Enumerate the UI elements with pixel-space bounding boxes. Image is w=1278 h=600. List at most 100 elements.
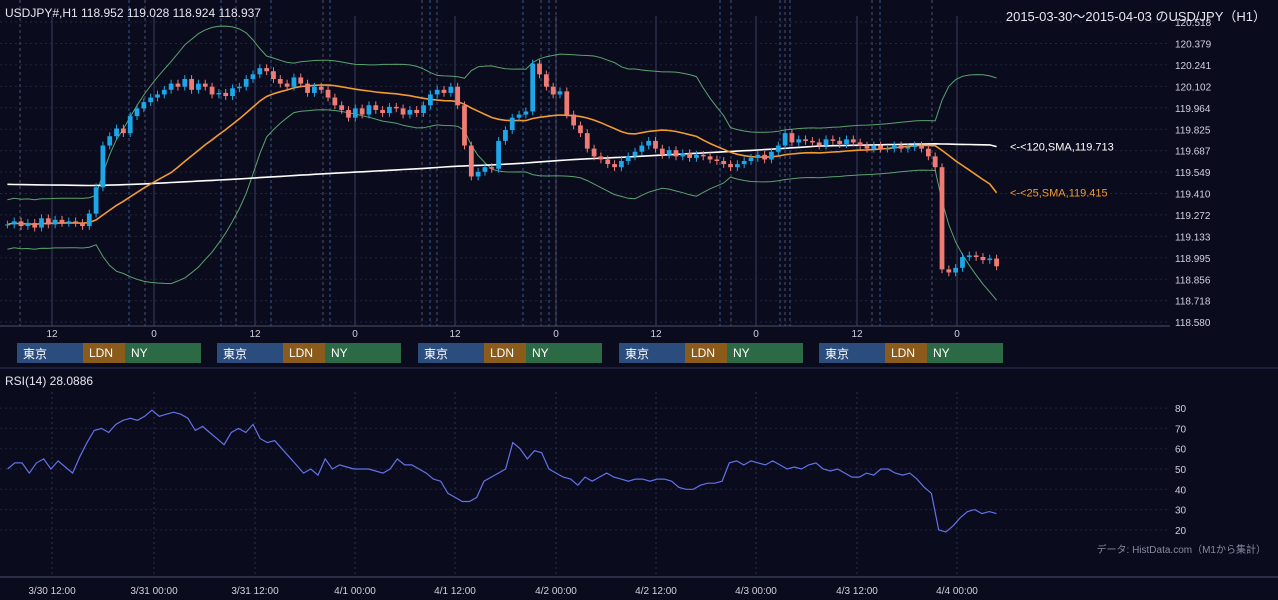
- session-tokyo: 東京: [619, 343, 685, 363]
- candle-body: [189, 78, 194, 90]
- candle-body: [687, 153, 692, 158]
- candle-body: [734, 164, 740, 168]
- candle-body: [352, 108, 358, 118]
- candle-body: [271, 71, 276, 79]
- candle-body: [387, 106, 392, 114]
- hour-axis: 12 0 12 0 12 0 12 0 12 0: [46, 329, 960, 340]
- hour-tick-label: 0: [753, 329, 759, 340]
- session-london: LDN: [283, 343, 325, 363]
- date-tick-label: 4/1 12:00: [434, 586, 476, 597]
- candle-body: [373, 105, 379, 110]
- price-tick-label: 118.995: [1175, 254, 1211, 265]
- rsi-tick-label: 50: [1175, 465, 1187, 476]
- session-tokyo: 東京: [217, 343, 283, 363]
- candle-body: [885, 148, 890, 150]
- price-tick-label: 119.964: [1175, 104, 1211, 115]
- candle-body: [639, 145, 645, 152]
- candle-body: [987, 258, 993, 261]
- candle-body: [973, 255, 979, 257]
- candle-body: [468, 145, 474, 177]
- candle-body: [175, 83, 181, 87]
- session-tokyo: 東京: [17, 343, 83, 363]
- candle-body: [148, 97, 154, 103]
- candle-body: [32, 222, 38, 228]
- price-tick-label: 119.825: [1175, 125, 1211, 136]
- price-tick-label: 120.379: [1175, 40, 1212, 51]
- candle-body: [39, 218, 44, 228]
- candle-body: [591, 148, 597, 157]
- candle-body: [168, 83, 174, 90]
- date-tick-label: 3/31 00:00: [130, 586, 178, 597]
- candle-body: [93, 187, 99, 214]
- candle-body: [134, 108, 140, 117]
- candle-body: [312, 86, 317, 93]
- candle-body: [700, 154, 706, 157]
- rsi-line-path: [7, 409, 997, 533]
- data-credit: データ: HistData.com（M1から集計）: [1096, 545, 1266, 556]
- candle-body: [509, 117, 515, 131]
- candle-body: [503, 130, 508, 141]
- session-row: 東京 LDN NY: [17, 343, 201, 363]
- candle-body: [912, 145, 918, 148]
- price-tick-label: 119.687: [1175, 147, 1211, 158]
- candle-body: [359, 108, 365, 115]
- candle-body: [243, 78, 249, 87]
- vertical-grid: [19, 0, 958, 577]
- candle-body: [45, 218, 51, 225]
- price-tick-label: 120.102: [1175, 82, 1212, 93]
- session-row: 東京 LDN NY: [619, 343, 803, 363]
- sma-25-label: <-<25,SMA,119.415: [1010, 188, 1108, 200]
- candle-body: [680, 153, 686, 157]
- candle-body: [332, 97, 338, 106]
- price-tick-label: 119.272: [1175, 211, 1211, 222]
- candle-body: [339, 105, 345, 110]
- candle-body: [714, 159, 720, 162]
- candle-body: [898, 145, 904, 149]
- rsi-tick-label: 30: [1175, 506, 1187, 517]
- candle-body: [250, 74, 256, 79]
- candle-body: [830, 139, 836, 141]
- candle-body: [236, 86, 242, 89]
- candle-body: [100, 145, 106, 188]
- session-row: 東京 LDN NY: [217, 343, 401, 363]
- session-london: LDN: [885, 343, 927, 363]
- candle-body: [543, 74, 549, 87]
- candle-body: [196, 83, 201, 90]
- date-tick-label: 4/3 00:00: [735, 586, 777, 597]
- candle-body: [59, 219, 65, 223]
- candle-body: [209, 86, 215, 95]
- candle-body: [434, 89, 440, 95]
- candle-body: [489, 167, 495, 169]
- hour-tick-label: 0: [553, 329, 559, 340]
- hour-tick-label: 12: [249, 329, 261, 340]
- candle-body: [277, 78, 283, 84]
- session-tokyo: 東京: [418, 343, 484, 363]
- candle-body: [291, 77, 297, 87]
- candle-body: [816, 142, 822, 146]
- date-tick-label: 3/30 12:00: [28, 586, 76, 597]
- candle-body: [844, 139, 849, 144]
- date-tick-label: 4/1 00:00: [334, 586, 376, 597]
- candle-body: [803, 139, 808, 141]
- sma-120-label: <-<120,SMA,119.713: [1010, 142, 1114, 154]
- candle-body: [441, 89, 447, 93]
- candle-body: [86, 213, 92, 227]
- candle-body: [114, 128, 119, 137]
- date-tick-label: 4/2 12:00: [635, 586, 677, 597]
- hour-tick-label: 12: [46, 329, 58, 340]
- rsi-tick-label: 70: [1175, 424, 1187, 435]
- candle-body: [618, 161, 624, 168]
- candle-body: [11, 221, 17, 225]
- rsi-tick-label: 20: [1175, 526, 1187, 537]
- bollinger-bands: [7, 25, 997, 301]
- price-grid: [0, 21, 1170, 323]
- candle-body: [775, 145, 781, 152]
- candle-body: [762, 154, 768, 160]
- candle-body: [748, 157, 754, 162]
- price-tick-label: 118.718: [1175, 297, 1211, 308]
- candle-body: [523, 111, 529, 115]
- candle-body: [584, 133, 590, 149]
- candle-body: [202, 83, 208, 87]
- candle-body: [837, 140, 843, 144]
